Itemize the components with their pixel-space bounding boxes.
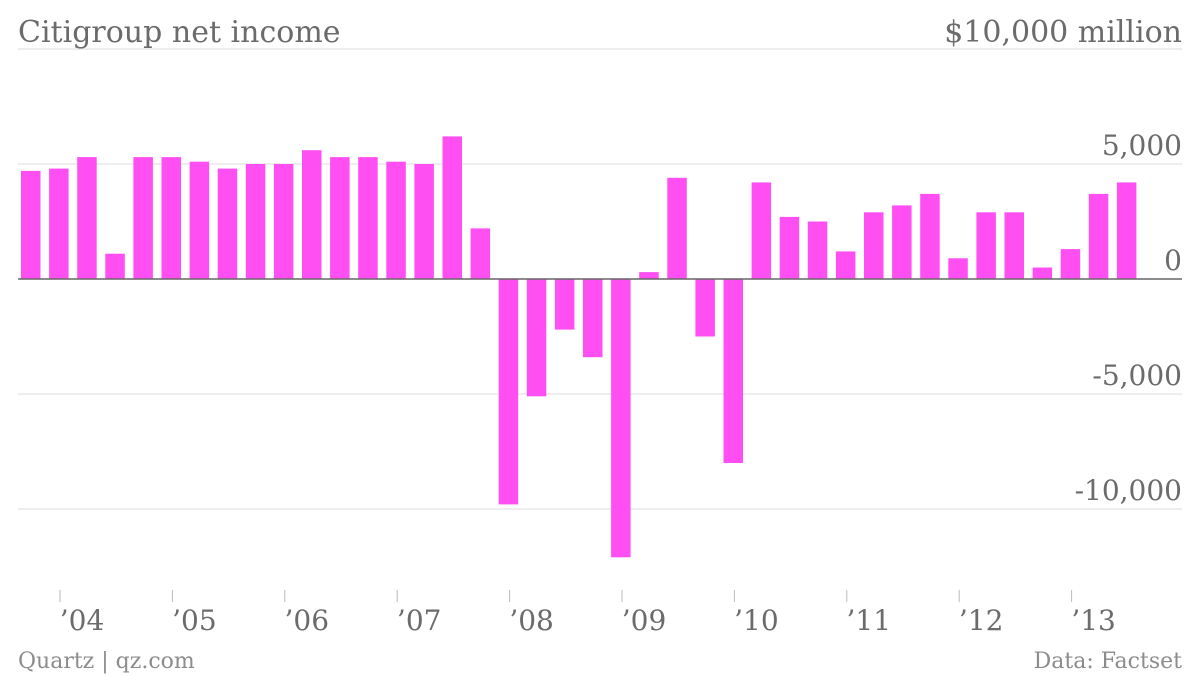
chart-title: Citigroup net income [18, 15, 341, 50]
bar [498, 279, 519, 505]
gridlines [18, 48, 1182, 510]
bar [470, 228, 491, 279]
bar [526, 279, 547, 397]
bar [358, 157, 378, 279]
x-tick-label: ’04 [60, 604, 105, 637]
bar [835, 251, 856, 279]
x-tick-label: ’07 [397, 604, 442, 637]
footer-source-credit: Quartz | qz.com [18, 649, 195, 674]
bar [161, 157, 181, 279]
bar [807, 221, 828, 279]
bar [330, 157, 350, 279]
bar [1032, 267, 1053, 279]
bar [414, 164, 434, 279]
bar [667, 177, 687, 279]
y-tick-label: -10,000 [1075, 474, 1182, 507]
y-tick-label: 0 [1164, 244, 1182, 277]
x-tick-label: ’08 [509, 604, 554, 637]
bar [105, 253, 125, 279]
bar [723, 279, 743, 463]
bar [217, 168, 238, 279]
bar [1060, 249, 1081, 279]
bar [751, 182, 772, 279]
y-tick-label: 5,000 [1102, 129, 1182, 162]
x-tick-label: ’13 [1071, 604, 1116, 637]
bar [892, 205, 912, 279]
bar [554, 279, 575, 330]
x-tick-label: ’09 [622, 604, 667, 637]
bar [920, 193, 940, 279]
x-tick-label: ’06 [285, 604, 330, 637]
bar [245, 164, 266, 279]
x-tick-label: ’11 [847, 604, 892, 637]
bar [133, 157, 153, 279]
bar [49, 168, 69, 279]
x-tick-label: ’10 [734, 604, 779, 637]
bar [779, 216, 800, 279]
axes: 5,000 0 -5,000 -10,000 ’04 ’05 ’06 ’07 ’08 ’09 ’10… [18, 129, 1182, 637]
bar [976, 212, 996, 279]
x-tick-label: ’05 [172, 604, 217, 637]
y-tick-label: -5,000 [1092, 359, 1182, 392]
bars [21, 136, 1137, 558]
bar [302, 150, 322, 279]
bar [189, 161, 210, 279]
bar [583, 279, 603, 358]
bar [273, 164, 294, 279]
bar [1088, 193, 1109, 279]
x-tick-label: ’12 [959, 604, 1004, 637]
bar [948, 258, 968, 279]
bar [611, 279, 631, 558]
bar [77, 157, 97, 279]
footer-data-credit: Data: Factset [1034, 649, 1182, 674]
bar [864, 212, 884, 279]
bar [1004, 212, 1024, 279]
unit-label: $10,000 million [944, 15, 1182, 50]
bar [1116, 182, 1137, 279]
bar [386, 161, 406, 279]
bar [442, 136, 462, 279]
bar [639, 272, 659, 279]
bar [21, 170, 41, 279]
bar [695, 279, 715, 337]
